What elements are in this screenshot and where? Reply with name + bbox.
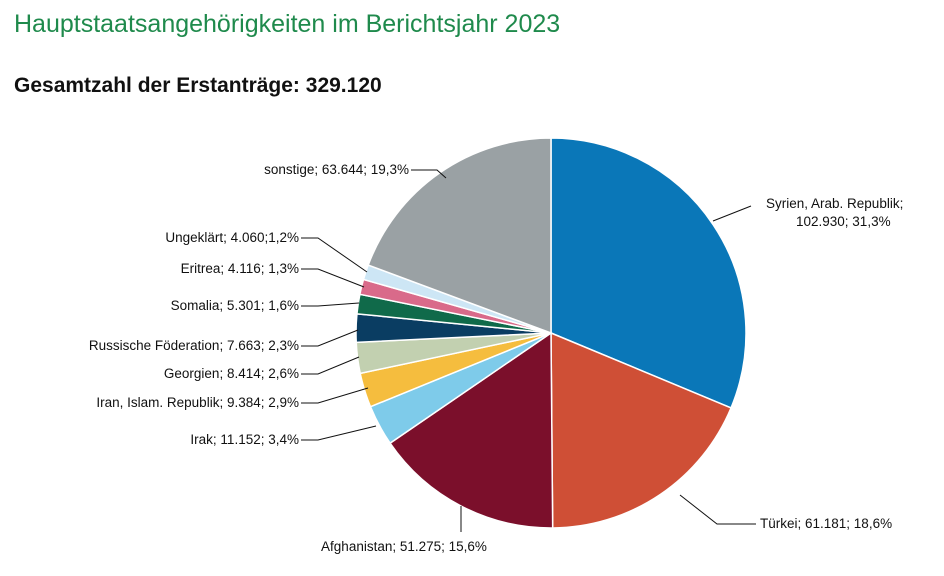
leader-line [301,387,369,404]
leader-line [301,268,365,288]
slice-label-line: Somalia; 5.301; 1,6% [171,298,299,313]
slice-label-line: Iran, Islam. Republik; 9.384; 2,9% [96,395,299,410]
chart-subtitle: Gesamtzahl der Erstanträge: 329.120 [14,74,382,97]
slice-label-line: Syrien, Arab. Republik; [766,196,903,211]
leader-lines [301,169,756,532]
slice-label: Afghanistan; 51.275; 15,6% [321,539,487,554]
slice-label-line: sonstige; 63.644; 19,3% [264,162,409,177]
chart-title: Hauptstaatsangehörigkeiten im Berichtsja… [14,10,561,38]
leader-line [301,302,360,307]
pie-slice-afghanistan [389,331,554,529]
leader-line [301,356,360,375]
slice-label-line: Russische Föderation; 7.663; 2,3% [89,338,299,353]
leader-line [301,425,377,441]
slice-label: Somalia; 5.301; 1,6% [171,298,299,313]
slice-label: Syrien, Arab. Republik; 102.930; 31,3% [766,196,903,229]
slice-label: Türkei; 61.181; 18,6% [760,516,892,531]
slice-label: sonstige; 63.644; 19,3% [264,162,409,177]
leader-line [679,494,756,525]
slice-label: Ungeklärt; 4.060;1,2% [165,230,299,245]
pie-slice-syrien-arab-republik [550,137,747,409]
slice-label-line: Irak; 11.152; 3,4% [190,432,299,447]
slice-label: Eritrea; 4.116; 1,3% [181,261,299,276]
slice-label-line: Ungeklärt; 4.060;1,2% [165,230,299,245]
slice-label: Iran, Islam. Republik; 9.384; 2,9% [96,395,299,410]
slice-label: Russische Föderation; 7.663; 2,3% [89,338,299,353]
slice-label-line: Afghanistan; 51.275; 15,6% [321,539,487,554]
slice-label-line: 102.930; 31,3% [796,214,891,229]
slice-label: Georgien; 8.414; 2,6% [164,366,299,381]
pie-slices [355,137,747,529]
pie-slice-türkei [550,331,733,529]
slice-label: Irak; 11.152; 3,4% [190,432,299,447]
slice-label-line: Türkei; 61.181; 18,6% [760,516,892,531]
leader-line [411,169,447,179]
leader-line [301,329,359,347]
leader-line [712,205,752,222]
slice-labels: Syrien, Arab. Republik; 102.930; 31,3% Tür… [89,162,903,554]
leader-line [301,237,368,273]
slice-label-line: Georgien; 8.414; 2,6% [164,366,299,381]
slice-label-line: Eritrea; 4.116; 1,3% [181,261,299,276]
